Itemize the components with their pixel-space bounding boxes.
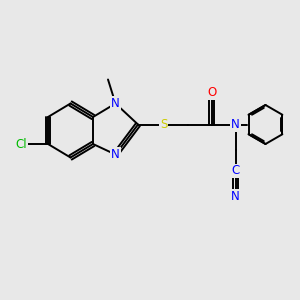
Text: Cl: Cl bbox=[15, 137, 27, 151]
Text: N: N bbox=[111, 148, 120, 161]
Text: N: N bbox=[111, 97, 120, 110]
Text: N: N bbox=[231, 118, 240, 131]
Text: O: O bbox=[207, 86, 216, 100]
Text: C: C bbox=[231, 164, 240, 178]
Text: S: S bbox=[160, 118, 167, 131]
Text: N: N bbox=[231, 190, 240, 203]
